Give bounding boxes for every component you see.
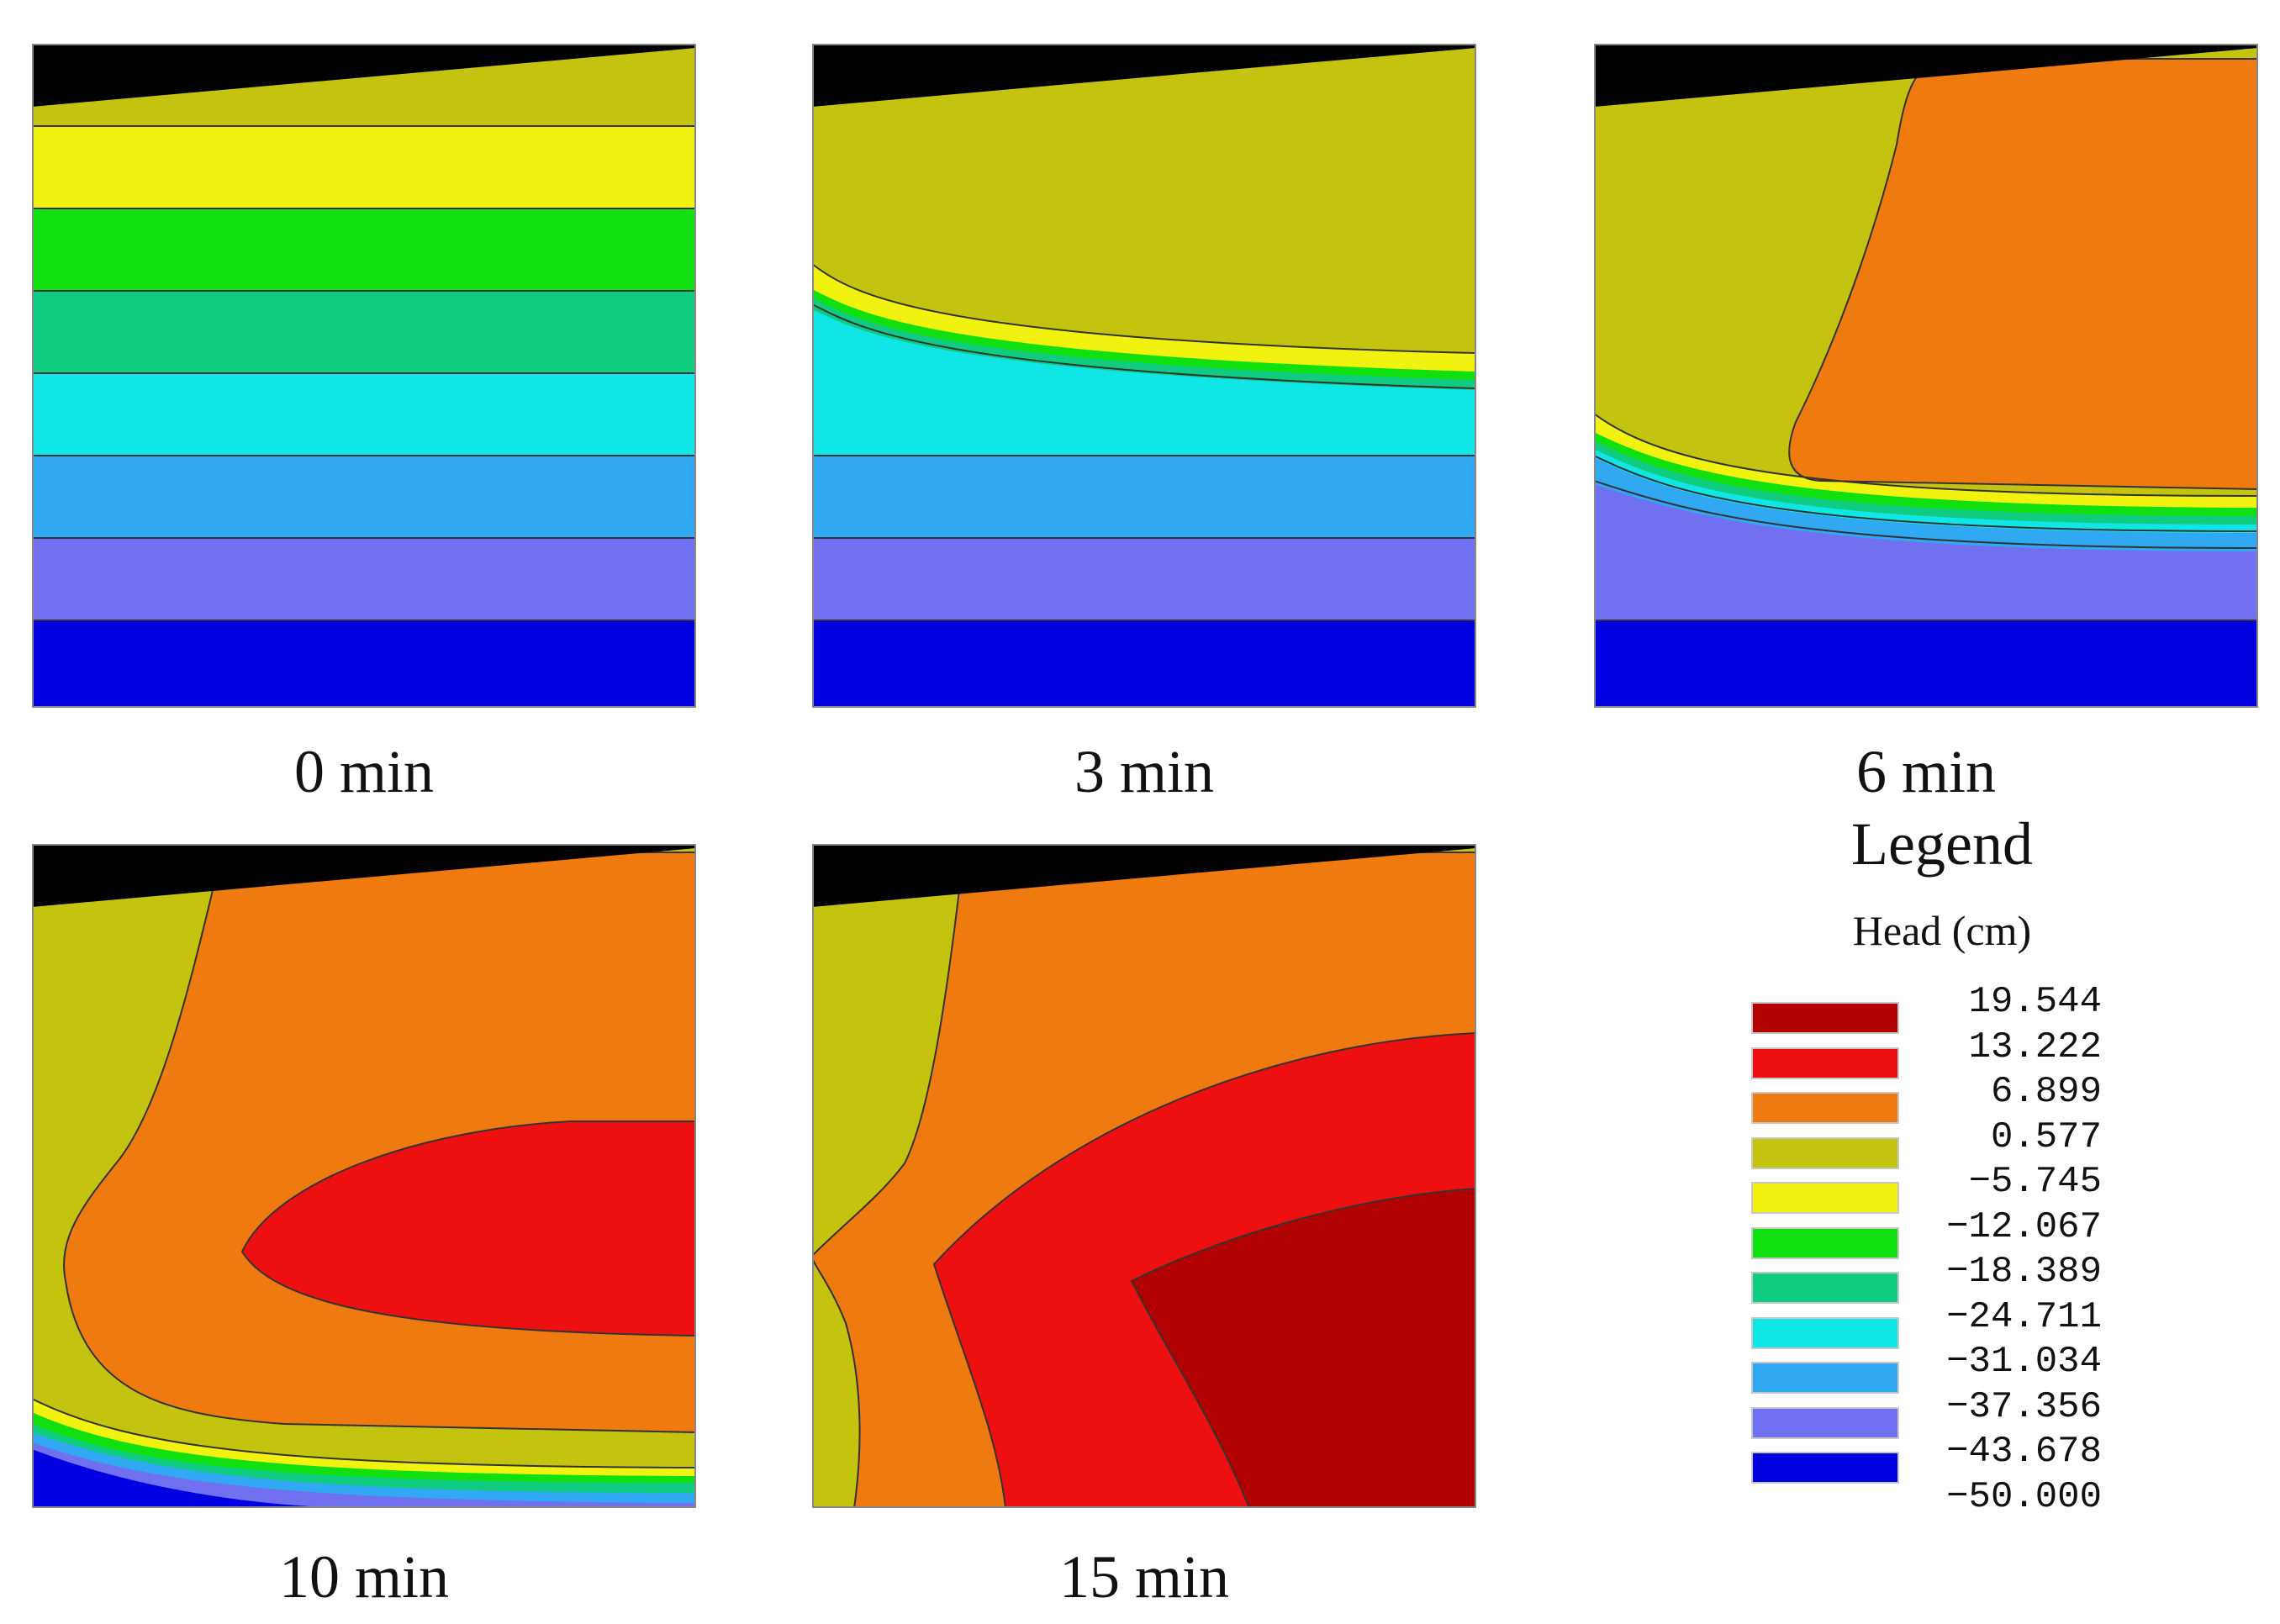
legend-swatch <box>1751 1002 1899 1034</box>
contour-plot-0-min <box>32 44 696 708</box>
band-lavender <box>32 538 696 620</box>
legend-swatch <box>1751 1136 1899 1169</box>
band-green <box>32 1412 696 1483</box>
panel-caption-0-min: 0 min <box>293 738 434 805</box>
band-blue <box>32 1449 368 1508</box>
band-light-blue <box>1594 456 2258 551</box>
legend-title: Legend <box>1851 810 2033 878</box>
contour-panel-10-min <box>32 844 696 1508</box>
top-wedge <box>32 844 696 907</box>
contour-panel-15-min <box>812 844 1476 1508</box>
band-green <box>32 208 696 291</box>
band-cyan <box>32 373 696 456</box>
band-blue <box>1594 620 2258 708</box>
legend-tick-label: −43.678 <box>1946 1431 2102 1473</box>
band-lavender <box>812 538 1476 620</box>
top-wedge <box>32 44 696 107</box>
region-dark-red <box>1130 1187 1476 1508</box>
legend-swatch <box>1751 1452 1899 1484</box>
top-wedge <box>812 844 1476 907</box>
legend-tick-label: −37.356 <box>1946 1385 2102 1428</box>
region-red <box>240 1120 696 1337</box>
legend-swatch <box>1751 1182 1899 1214</box>
panel-caption-15-min: 15 min <box>1058 1543 1229 1611</box>
legend-tick-label: −18.389 <box>1946 1251 2102 1293</box>
legend-tick-label: 13.222 <box>1968 1026 2102 1068</box>
band-yellow <box>32 126 696 208</box>
contour-plot-15-min <box>812 844 1476 1508</box>
legend-tick-label: 0.577 <box>1990 1115 2102 1158</box>
panel-caption-10-min: 10 min <box>278 1543 449 1611</box>
legend-tick-label: −5.745 <box>1968 1161 2102 1203</box>
band-yellow <box>812 264 1476 372</box>
band-lavender <box>32 1442 696 1508</box>
band-cyan <box>812 304 1476 456</box>
band-green <box>812 287 1476 380</box>
band-blue <box>812 620 1476 708</box>
contour-plot-10-min <box>32 844 696 1508</box>
legend-swatch <box>1751 1092 1899 1124</box>
legend-swatch <box>1751 1047 1899 1079</box>
legend-swatch <box>1751 1226 1899 1259</box>
contour-panel-0-min <box>32 44 696 708</box>
panel-caption-6-min: 6 min <box>1855 738 1996 805</box>
band-blue <box>32 620 696 708</box>
legend-swatch <box>1751 1272 1899 1304</box>
top-wedge <box>812 44 1476 107</box>
contour-panel-3-min <box>812 44 1476 708</box>
band-light-blue <box>32 456 696 538</box>
contour-panel-6-min <box>1594 44 2258 708</box>
legend-swatch <box>1751 1316 1899 1349</box>
region-orange <box>1788 58 2258 491</box>
contour-plot-6-min <box>1594 44 2258 708</box>
contour-plot-3-min <box>812 44 1476 708</box>
panel-caption-3-min: 3 min <box>1074 738 1214 805</box>
top-wedge <box>1594 44 2258 107</box>
band-yellow <box>1594 414 2258 508</box>
band-light-blue <box>812 456 1476 538</box>
legend-tick-label: −12.067 <box>1946 1205 2102 1248</box>
legend-swatch <box>1751 1406 1899 1439</box>
legend-tick-label: 6.899 <box>1990 1071 2102 1113</box>
legend-tick-label: 19.544 <box>1968 981 2102 1023</box>
legend-tick-label: −50.000 <box>1946 1475 2102 1518</box>
legend-tick-label: −31.034 <box>1946 1341 2102 1383</box>
band-teal <box>32 291 696 373</box>
band-green <box>1594 430 2258 516</box>
legend-unit: Head (cm) <box>1852 907 2032 954</box>
legend-swatch <box>1751 1362 1899 1394</box>
legend-tick-label: −24.711 <box>1946 1295 2102 1338</box>
